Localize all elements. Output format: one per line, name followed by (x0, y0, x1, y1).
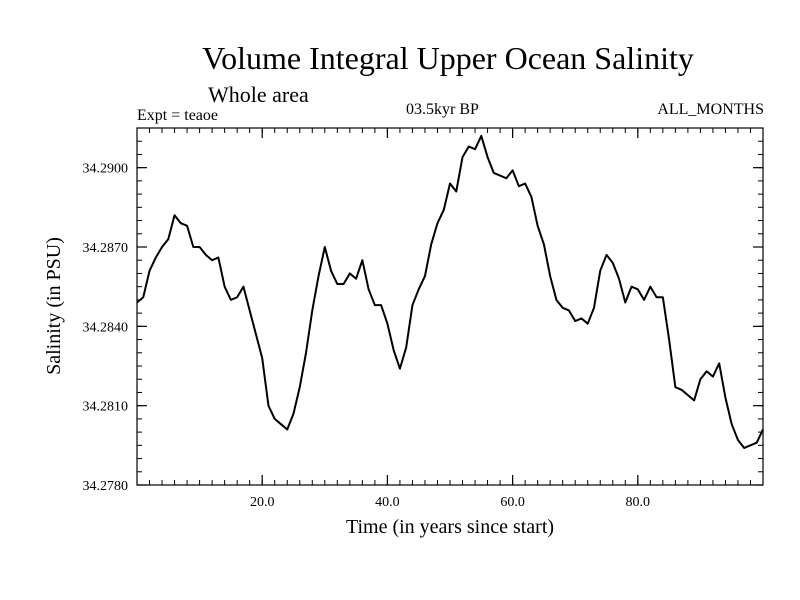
x-tick-labels: 20.0 40.0 60.0 80.0 (250, 495, 650, 510)
chart-title: Volume Integral Upper Ocean Salinity (202, 40, 694, 76)
salinity-series-line (136, 134, 764, 449)
plot-frame (136, 127, 764, 486)
y-tick-label: 34.2810 (83, 400, 129, 415)
months-label: ALL_MONTHS (657, 101, 764, 118)
y-tick-label: 34.2900 (83, 162, 129, 177)
experiment-label: Expt = teaoe (137, 107, 218, 124)
x-tick-label: 80.0 (626, 495, 651, 510)
chart-subtitle: Whole area (208, 82, 309, 107)
y-tick-label: 34.2870 (83, 241, 129, 256)
x-tick-label: 40.0 (375, 495, 400, 510)
y-tick-label: 34.2780 (83, 479, 129, 494)
x-axis-label: Time (in years since start) (346, 516, 554, 538)
y-minor-ticks (137, 140, 763, 473)
y-tick-label: 34.2840 (83, 320, 129, 335)
x-major-ticks (261, 128, 639, 485)
y-tick-labels: 34.2780 34.2810 34.2840 34.2870 34.2900 (83, 162, 129, 494)
y-axis-label: Salinity (in PSU) (43, 237, 65, 375)
y-major-ticks (137, 167, 763, 486)
x-minor-ticks (149, 128, 751, 485)
x-tick-label: 60.0 (500, 495, 525, 510)
x-tick-label: 20.0 (250, 495, 275, 510)
period-label: 03.5kyr BP (406, 101, 479, 118)
